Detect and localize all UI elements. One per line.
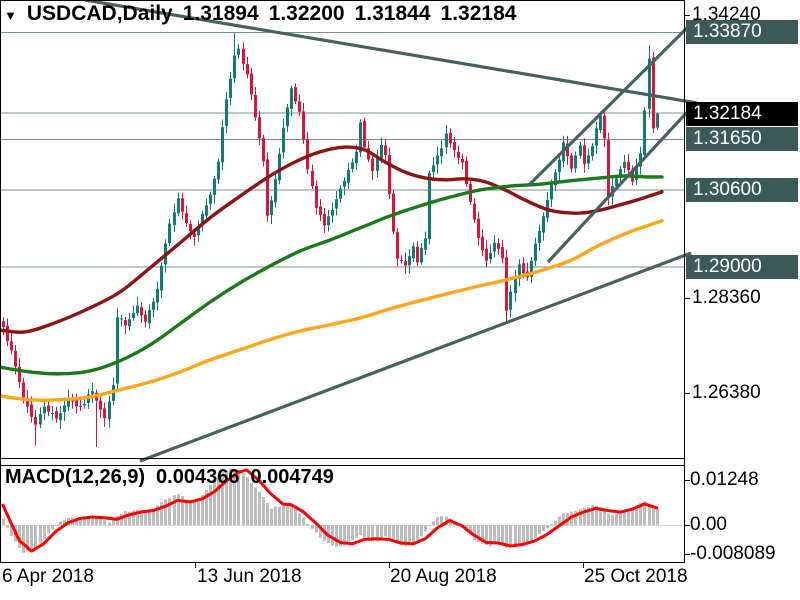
date-label-0: 6 Apr 2018 (2, 566, 94, 587)
macd-axis-label-1: 0.00 (690, 514, 727, 535)
level-badge-2: 1.30600 (686, 177, 798, 202)
ohlc-low: 1.31844 (354, 2, 431, 25)
date-label-2: 20 Aug 2018 (390, 566, 497, 587)
current-price-badge: 1.32184 (686, 101, 798, 126)
price-label-0: 1.34240 (692, 3, 761, 25)
macd-axis-label-2: -0.008089 (690, 543, 776, 565)
price-label-1: 1.28360 (692, 286, 761, 308)
ohlc-open: 1.31894 (182, 2, 259, 25)
ohlc-close: 1.32184 (440, 2, 517, 25)
macd-indicator-label: MACD(12,26,9) 0.004366 0.004749 (5, 466, 334, 489)
level-badge-3: 1.29000 (686, 254, 798, 279)
title-row: ▼ USDCAD,Daily 1.31894 1.32200 1.31844 1… (4, 2, 516, 26)
symbol-title: USDCAD,Daily (26, 2, 173, 25)
macd-name: MACD(12,26,9) (5, 466, 146, 488)
level-badge-1: 1.31650 (686, 127, 798, 152)
level-badge-0: 1.33870 (686, 20, 798, 45)
date-label-3: 25 Oct 2018 (584, 566, 688, 587)
macd-signal-value: 0.004749 (250, 466, 334, 488)
macd-main-value: 0.004366 (156, 466, 240, 488)
date-label-1: 13 Jun 2018 (197, 566, 302, 587)
ohlc-high: 1.32200 (268, 2, 345, 25)
macd-axis-label-0: 0.01248 (690, 468, 759, 490)
symbol-dropdown-icon[interactable]: ▼ (4, 8, 17, 23)
price-label-2: 1.26380 (692, 382, 761, 404)
